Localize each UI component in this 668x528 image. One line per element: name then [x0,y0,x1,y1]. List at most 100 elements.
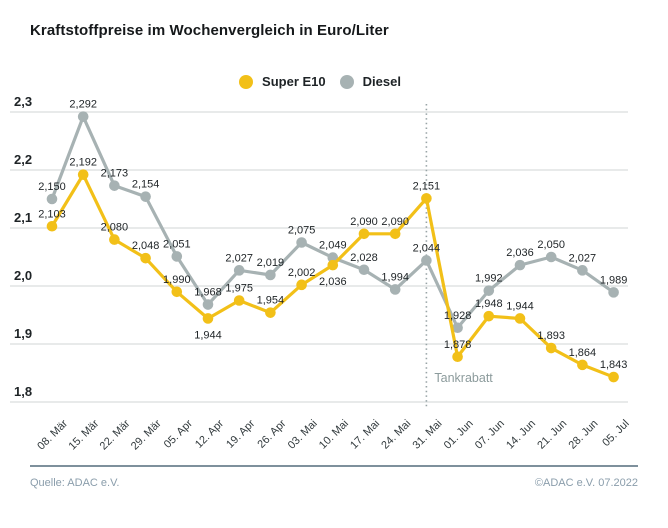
x-axis-tick-label: 12. Apr [193,417,226,450]
value-label-super-e10: 2,151 [413,180,441,192]
data-point-diesel [265,269,276,281]
value-label-diesel: 2,050 [537,239,565,251]
diesel-dot-icon [339,74,354,89]
value-label-diesel: 2,019 [257,257,285,269]
value-label-diesel: 1,989 [600,274,628,286]
x-axis-tick-label: 26. Apr [255,417,288,450]
value-label-super-e10: 1,975 [225,283,253,295]
x-axis-tick-label: 29. Mär [129,417,164,452]
value-label-diesel: 2,049 [319,240,347,252]
data-point-diesel [483,285,495,296]
tankrabatt-annotation-label: Tankrabatt [434,371,493,385]
y-axis-tick-label: 2,3 [14,94,32,109]
data-point-super-e10 [109,234,120,245]
y-axis-tick-label: 2,0 [14,268,32,283]
x-axis-tick-label: 05. Jul [600,418,631,449]
legend-item-diesel: Diesel [339,74,401,89]
value-label-diesel: 2,173 [101,168,129,180]
legend-label-diesel: Diesel [362,74,401,89]
x-axis-tick-label: 22. Mär [98,417,133,452]
series-line-diesel [50,115,615,330]
data-point-diesel [577,265,588,276]
data-point-super-e10 [327,259,339,271]
data-point-diesel [296,237,307,248]
value-label-super-e10: 2,192 [69,157,97,169]
data-point-diesel [358,264,370,276]
data-point-diesel [421,255,432,266]
legend-label-super-e10: Super E10 [262,74,326,89]
value-label-diesel: 2,051 [163,238,191,250]
data-point-diesel [202,299,214,310]
value-label-super-e10: 1,843 [600,359,628,371]
y-axis-tick-label: 2,1 [14,210,32,225]
x-axis-tick-label: 24. Mai [379,418,413,452]
value-label-diesel: 2,044 [413,242,441,254]
data-point-diesel [46,193,58,205]
x-axis-tick-label: 19. Apr [224,417,257,450]
value-label-diesel: 1,992 [475,273,503,285]
value-label-super-e10: 2,090 [381,216,409,228]
footer-separator [30,465,638,467]
data-point-super-e10 [608,371,619,383]
data-point-diesel [233,265,245,276]
x-axis-tick-label: 17. Mai [348,418,382,452]
value-label-super-e10: 1,944 [506,300,534,312]
value-label-super-e10: 2,002 [288,267,316,279]
x-axis-tick-label: 31. Mai [411,418,445,452]
data-point-diesel [109,180,120,191]
data-point-super-e10 [358,228,370,240]
x-axis-tick-label: 21. Jun [535,418,569,452]
data-point-super-e10 [514,313,526,324]
footer-source: Quelle: ADAC e.V. [30,477,120,489]
y-axis-tick-label: 1,9 [14,326,32,341]
data-point-diesel [77,111,89,122]
value-label-super-e10: 1,878 [444,339,472,351]
data-point-super-e10 [77,169,89,180]
value-label-super-e10: 2,048 [132,240,160,252]
value-label-diesel: 2,036 [506,247,534,259]
data-point-super-e10 [577,359,588,371]
value-label-diesel: 1,928 [444,310,472,322]
x-axis-tick-label: 03. Mai [286,418,320,452]
data-point-super-e10 [389,228,401,240]
data-point-super-e10 [483,310,495,322]
value-label-super-e10: 1,948 [475,298,503,310]
value-label-diesel: 1,994 [381,271,409,283]
value-label-diesel: 2,292 [69,99,97,111]
data-point-super-e10 [233,295,245,306]
x-axis-tick-label: 08. Mär [35,417,70,452]
data-point-diesel [389,284,401,295]
data-point-diesel [608,287,619,298]
value-label-diesel: 2,027 [569,252,597,264]
value-label-diesel: 2,075 [288,225,316,237]
x-axis-tick-label: 01. Jun [442,418,476,452]
value-label-super-e10: 2,103 [38,208,66,220]
data-point-super-e10 [545,342,557,354]
value-label-super-e10: 1,954 [257,295,285,307]
super-e10-dot-icon [239,74,254,89]
x-axis-tick-label: 28. Jun [567,418,601,452]
value-label-diesel: 2,150 [38,181,66,193]
value-label-super-e10: 2,080 [101,222,129,234]
data-point-super-e10 [265,307,276,318]
value-label-super-e10: 2,036 [319,276,347,288]
chart-title: Kraftstoffpreise im Wochenvergleich in E… [30,22,389,39]
value-label-diesel: 2,028 [350,252,378,264]
y-axis-tick-label: 1,8 [14,384,32,399]
footer-copyright: ©ADAC e.V. 07.2022 [534,477,638,489]
value-label-super-e10: 1,990 [163,274,191,286]
chart-legend: Super E10 Diesel [0,74,654,89]
value-label-super-e10: 1,893 [537,330,565,342]
data-point-super-e10 [202,313,214,324]
value-label-super-e10: 1,864 [569,347,597,359]
value-label-super-e10: 1,944 [194,329,222,341]
data-point-diesel [140,191,151,202]
data-point-super-e10 [421,193,432,204]
x-axis-tick-label: 07. Jun [473,418,507,452]
data-point-super-e10 [46,220,58,232]
data-point-super-e10 [140,252,151,264]
value-label-diesel: 1,968 [194,287,222,299]
data-point-diesel [545,251,557,263]
data-point-diesel [514,259,526,271]
